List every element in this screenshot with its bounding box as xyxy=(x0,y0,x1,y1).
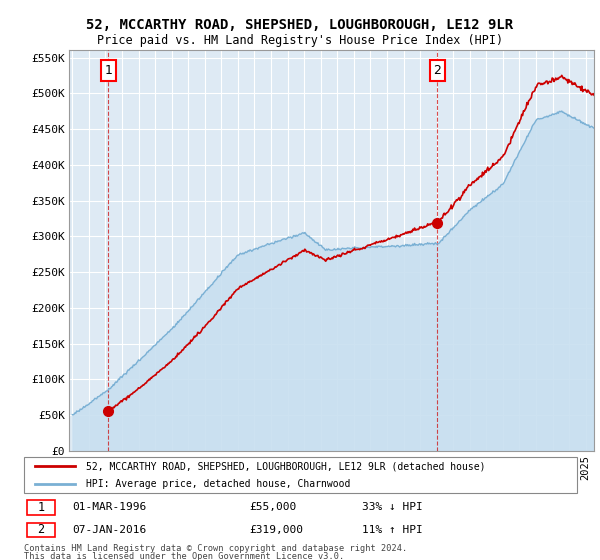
Text: 2: 2 xyxy=(37,524,44,536)
Text: 1: 1 xyxy=(37,501,44,514)
FancyBboxPatch shape xyxy=(27,523,55,537)
Text: 11% ↑ HPI: 11% ↑ HPI xyxy=(362,525,423,535)
FancyBboxPatch shape xyxy=(24,456,577,493)
Text: HPI: Average price, detached house, Charnwood: HPI: Average price, detached house, Char… xyxy=(86,479,350,489)
Text: This data is licensed under the Open Government Licence v3.0.: This data is licensed under the Open Gov… xyxy=(24,552,344,560)
FancyBboxPatch shape xyxy=(27,501,55,515)
Text: Price paid vs. HM Land Registry's House Price Index (HPI): Price paid vs. HM Land Registry's House … xyxy=(97,34,503,47)
Text: Contains HM Land Registry data © Crown copyright and database right 2024.: Contains HM Land Registry data © Crown c… xyxy=(24,544,407,553)
Text: £319,000: £319,000 xyxy=(250,525,304,535)
Text: 52, MCCARTHY ROAD, SHEPSHED, LOUGHBOROUGH, LE12 9LR: 52, MCCARTHY ROAD, SHEPSHED, LOUGHBOROUG… xyxy=(86,18,514,32)
Text: 01-MAR-1996: 01-MAR-1996 xyxy=(72,502,146,512)
Text: £55,000: £55,000 xyxy=(250,502,297,512)
Text: 52, MCCARTHY ROAD, SHEPSHED, LOUGHBOROUGH, LE12 9LR (detached house): 52, MCCARTHY ROAD, SHEPSHED, LOUGHBOROUG… xyxy=(86,461,485,471)
Text: 1: 1 xyxy=(104,64,112,77)
Text: 33% ↓ HPI: 33% ↓ HPI xyxy=(362,502,423,512)
Text: 07-JAN-2016: 07-JAN-2016 xyxy=(72,525,146,535)
Text: 2: 2 xyxy=(433,64,441,77)
